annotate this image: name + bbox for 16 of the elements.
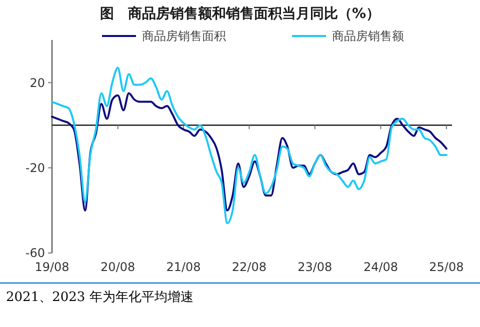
- legend-label: 商品房销售额: [332, 29, 404, 44]
- legend-label: 商品房销售面积: [142, 29, 226, 44]
- line-series: [51, 92, 448, 212]
- x-tick-label: 20/08: [100, 260, 136, 274]
- x-tick-label: 23/08: [298, 260, 332, 274]
- x-tick-label: 22/08: [232, 260, 267, 274]
- x-tick-label: 21/08: [166, 260, 201, 274]
- x-tick-label: 24/08: [363, 260, 398, 274]
- line-series: [51, 66, 448, 224]
- y-tick-label: -20: [25, 161, 45, 175]
- x-tick-label: 19/08: [34, 260, 70, 274]
- y-tick-label: -60: [25, 246, 45, 260]
- text: 2021、2023 年为年化平均增速: [6, 290, 194, 305]
- x-tick-label: 25/08: [429, 260, 464, 274]
- chart-title: 图 商品房销售额和销售面积当月同比（%）: [100, 5, 380, 22]
- y-tick-label: 20: [30, 76, 45, 90]
